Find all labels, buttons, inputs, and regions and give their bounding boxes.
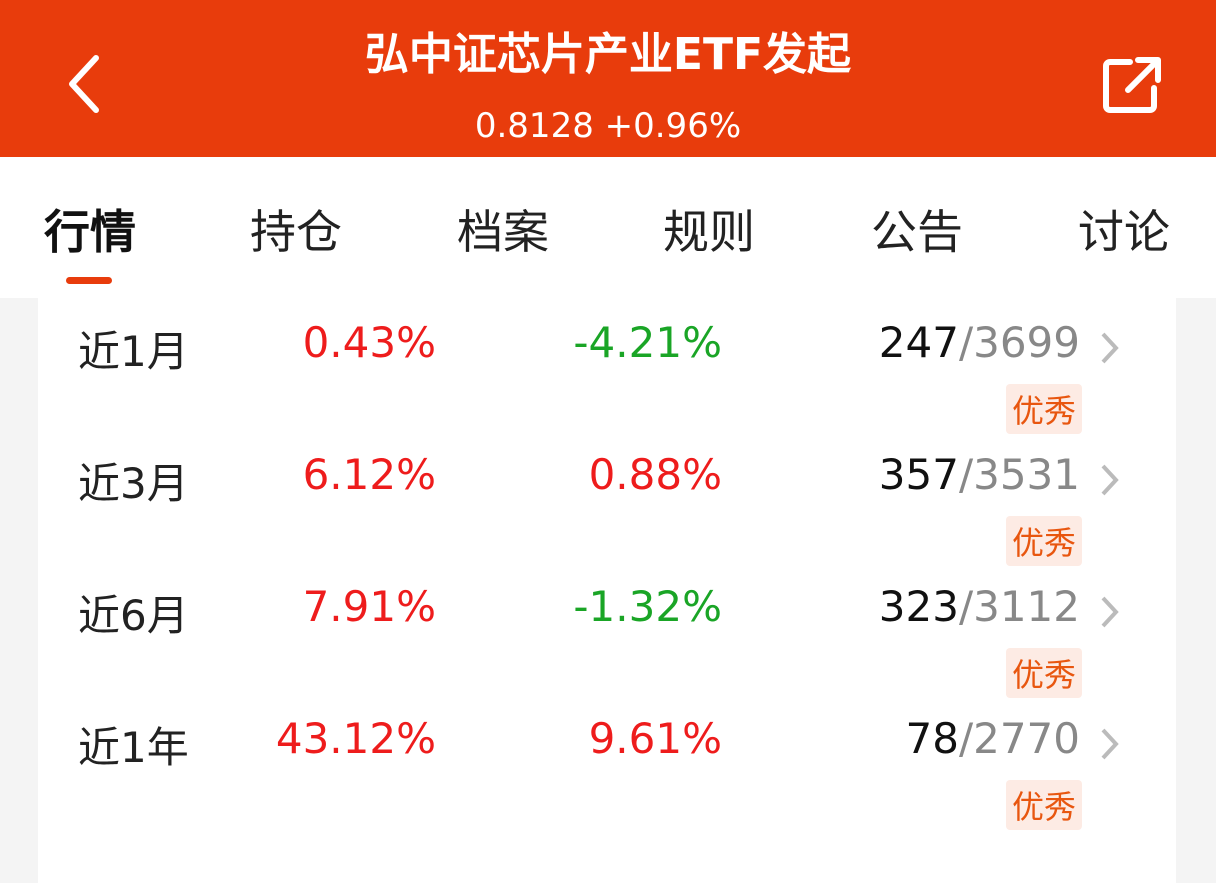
rank-link[interactable]: 323/3112 xyxy=(879,582,1080,631)
rating-badge: 优秀 xyxy=(1005,384,1082,434)
rank: 247 xyxy=(878,318,959,367)
rank-total: /3112 xyxy=(958,582,1080,631)
rank: 78 xyxy=(905,714,959,763)
tab[interactable]: 持仓 xyxy=(250,205,342,259)
period-label: 近3月 xyxy=(78,459,189,508)
back-button[interactable] xyxy=(60,52,106,116)
rating-badge: 优秀 xyxy=(1005,780,1082,830)
header: 弘中证芯片产业ETF发起 0.8128 +0.96% xyxy=(0,0,1216,157)
rank-total: /3531 xyxy=(958,450,1080,499)
rank-link[interactable]: 247/3699 xyxy=(879,318,1080,367)
rank: 323 xyxy=(878,582,959,631)
return-value: 0.43% xyxy=(302,318,436,367)
return-value: 7.91% xyxy=(302,582,436,631)
chevron xyxy=(1101,596,1119,628)
return-value: 6.12% xyxy=(302,450,436,499)
rank-link[interactable]: 78/2770 xyxy=(906,714,1081,763)
tab[interactable]: 规则 xyxy=(663,205,755,259)
rank-total: /3699 xyxy=(958,318,1080,367)
period-label: 近6月 xyxy=(78,591,189,640)
tab-indicator xyxy=(66,277,112,284)
return-value: 43.12% xyxy=(275,714,436,763)
tab[interactable]: 讨论 xyxy=(1078,205,1170,259)
benchmark-value: -1.32% xyxy=(573,582,722,631)
rank: 357 xyxy=(878,450,959,499)
share-button[interactable] xyxy=(1100,54,1164,114)
performance-card xyxy=(38,298,1176,883)
title: 弘中证芯片产业ETF发起 xyxy=(364,29,852,80)
period-label: 近1月 xyxy=(78,327,189,376)
chevron xyxy=(1101,332,1119,364)
rank-link[interactable]: 357/3531 xyxy=(879,450,1080,499)
benchmark-value: -4.21% xyxy=(573,318,722,367)
benchmark-value: 9.61% xyxy=(588,714,722,763)
period-label: 近1年 xyxy=(78,723,189,772)
tab-bar xyxy=(0,157,1216,298)
benchmark-value: 0.88% xyxy=(588,450,722,499)
chevron xyxy=(1101,728,1119,760)
tab[interactable]: 公告 xyxy=(871,205,963,259)
rating-badge: 优秀 xyxy=(1005,516,1082,566)
tab[interactable]: 档案 xyxy=(457,205,549,259)
rank-total: /2770 xyxy=(958,714,1080,763)
chevron xyxy=(1101,464,1119,496)
tab[interactable]: 行情 xyxy=(44,205,136,259)
subtitle: 0.8128 +0.96% xyxy=(474,106,742,146)
rating-badge: 优秀 xyxy=(1005,648,1082,698)
